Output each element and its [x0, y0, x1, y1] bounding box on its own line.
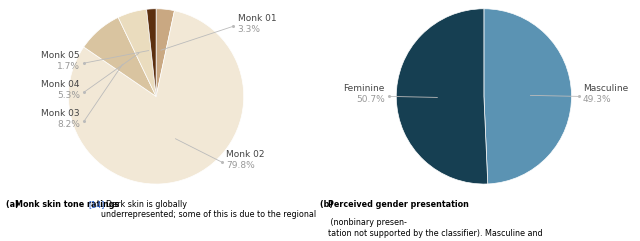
Text: 50.7%: 50.7% — [356, 95, 385, 104]
Text: Monk 01: Monk 01 — [237, 14, 276, 23]
Text: (nonbinary presen-
tation not supported by the classifier). Masculine and: (nonbinary presen- tation not supported … — [328, 218, 543, 237]
Text: Perceived gender presentation: Perceived gender presentation — [328, 200, 469, 209]
Wedge shape — [118, 9, 156, 96]
Wedge shape — [68, 11, 244, 184]
Text: [14]: [14] — [88, 200, 105, 209]
Text: 5.3%: 5.3% — [57, 91, 80, 100]
Wedge shape — [147, 9, 156, 96]
Text: . Dark skin is globally
underrepresented; some of this is due to the regional: . Dark skin is globally underrepresented… — [101, 200, 316, 219]
Text: (a): (a) — [6, 200, 22, 209]
Text: Masculine: Masculine — [583, 84, 628, 93]
Text: Feminine: Feminine — [344, 84, 385, 93]
Text: (b): (b) — [320, 200, 336, 209]
Text: 79.8%: 79.8% — [226, 161, 255, 170]
Wedge shape — [84, 17, 156, 96]
Text: Monk 02: Monk 02 — [226, 150, 265, 159]
Wedge shape — [484, 9, 572, 184]
Text: 8.2%: 8.2% — [57, 120, 80, 129]
Text: Monk skin tone ratings: Monk skin tone ratings — [15, 200, 122, 209]
Wedge shape — [156, 9, 175, 96]
Text: 1.7%: 1.7% — [57, 62, 80, 71]
Text: Monk 04: Monk 04 — [42, 80, 80, 89]
Text: 49.3%: 49.3% — [583, 95, 612, 104]
Text: 3.3%: 3.3% — [237, 25, 260, 34]
Text: Monk 05: Monk 05 — [41, 51, 80, 60]
Wedge shape — [396, 9, 488, 184]
Text: Monk 03: Monk 03 — [41, 108, 80, 118]
